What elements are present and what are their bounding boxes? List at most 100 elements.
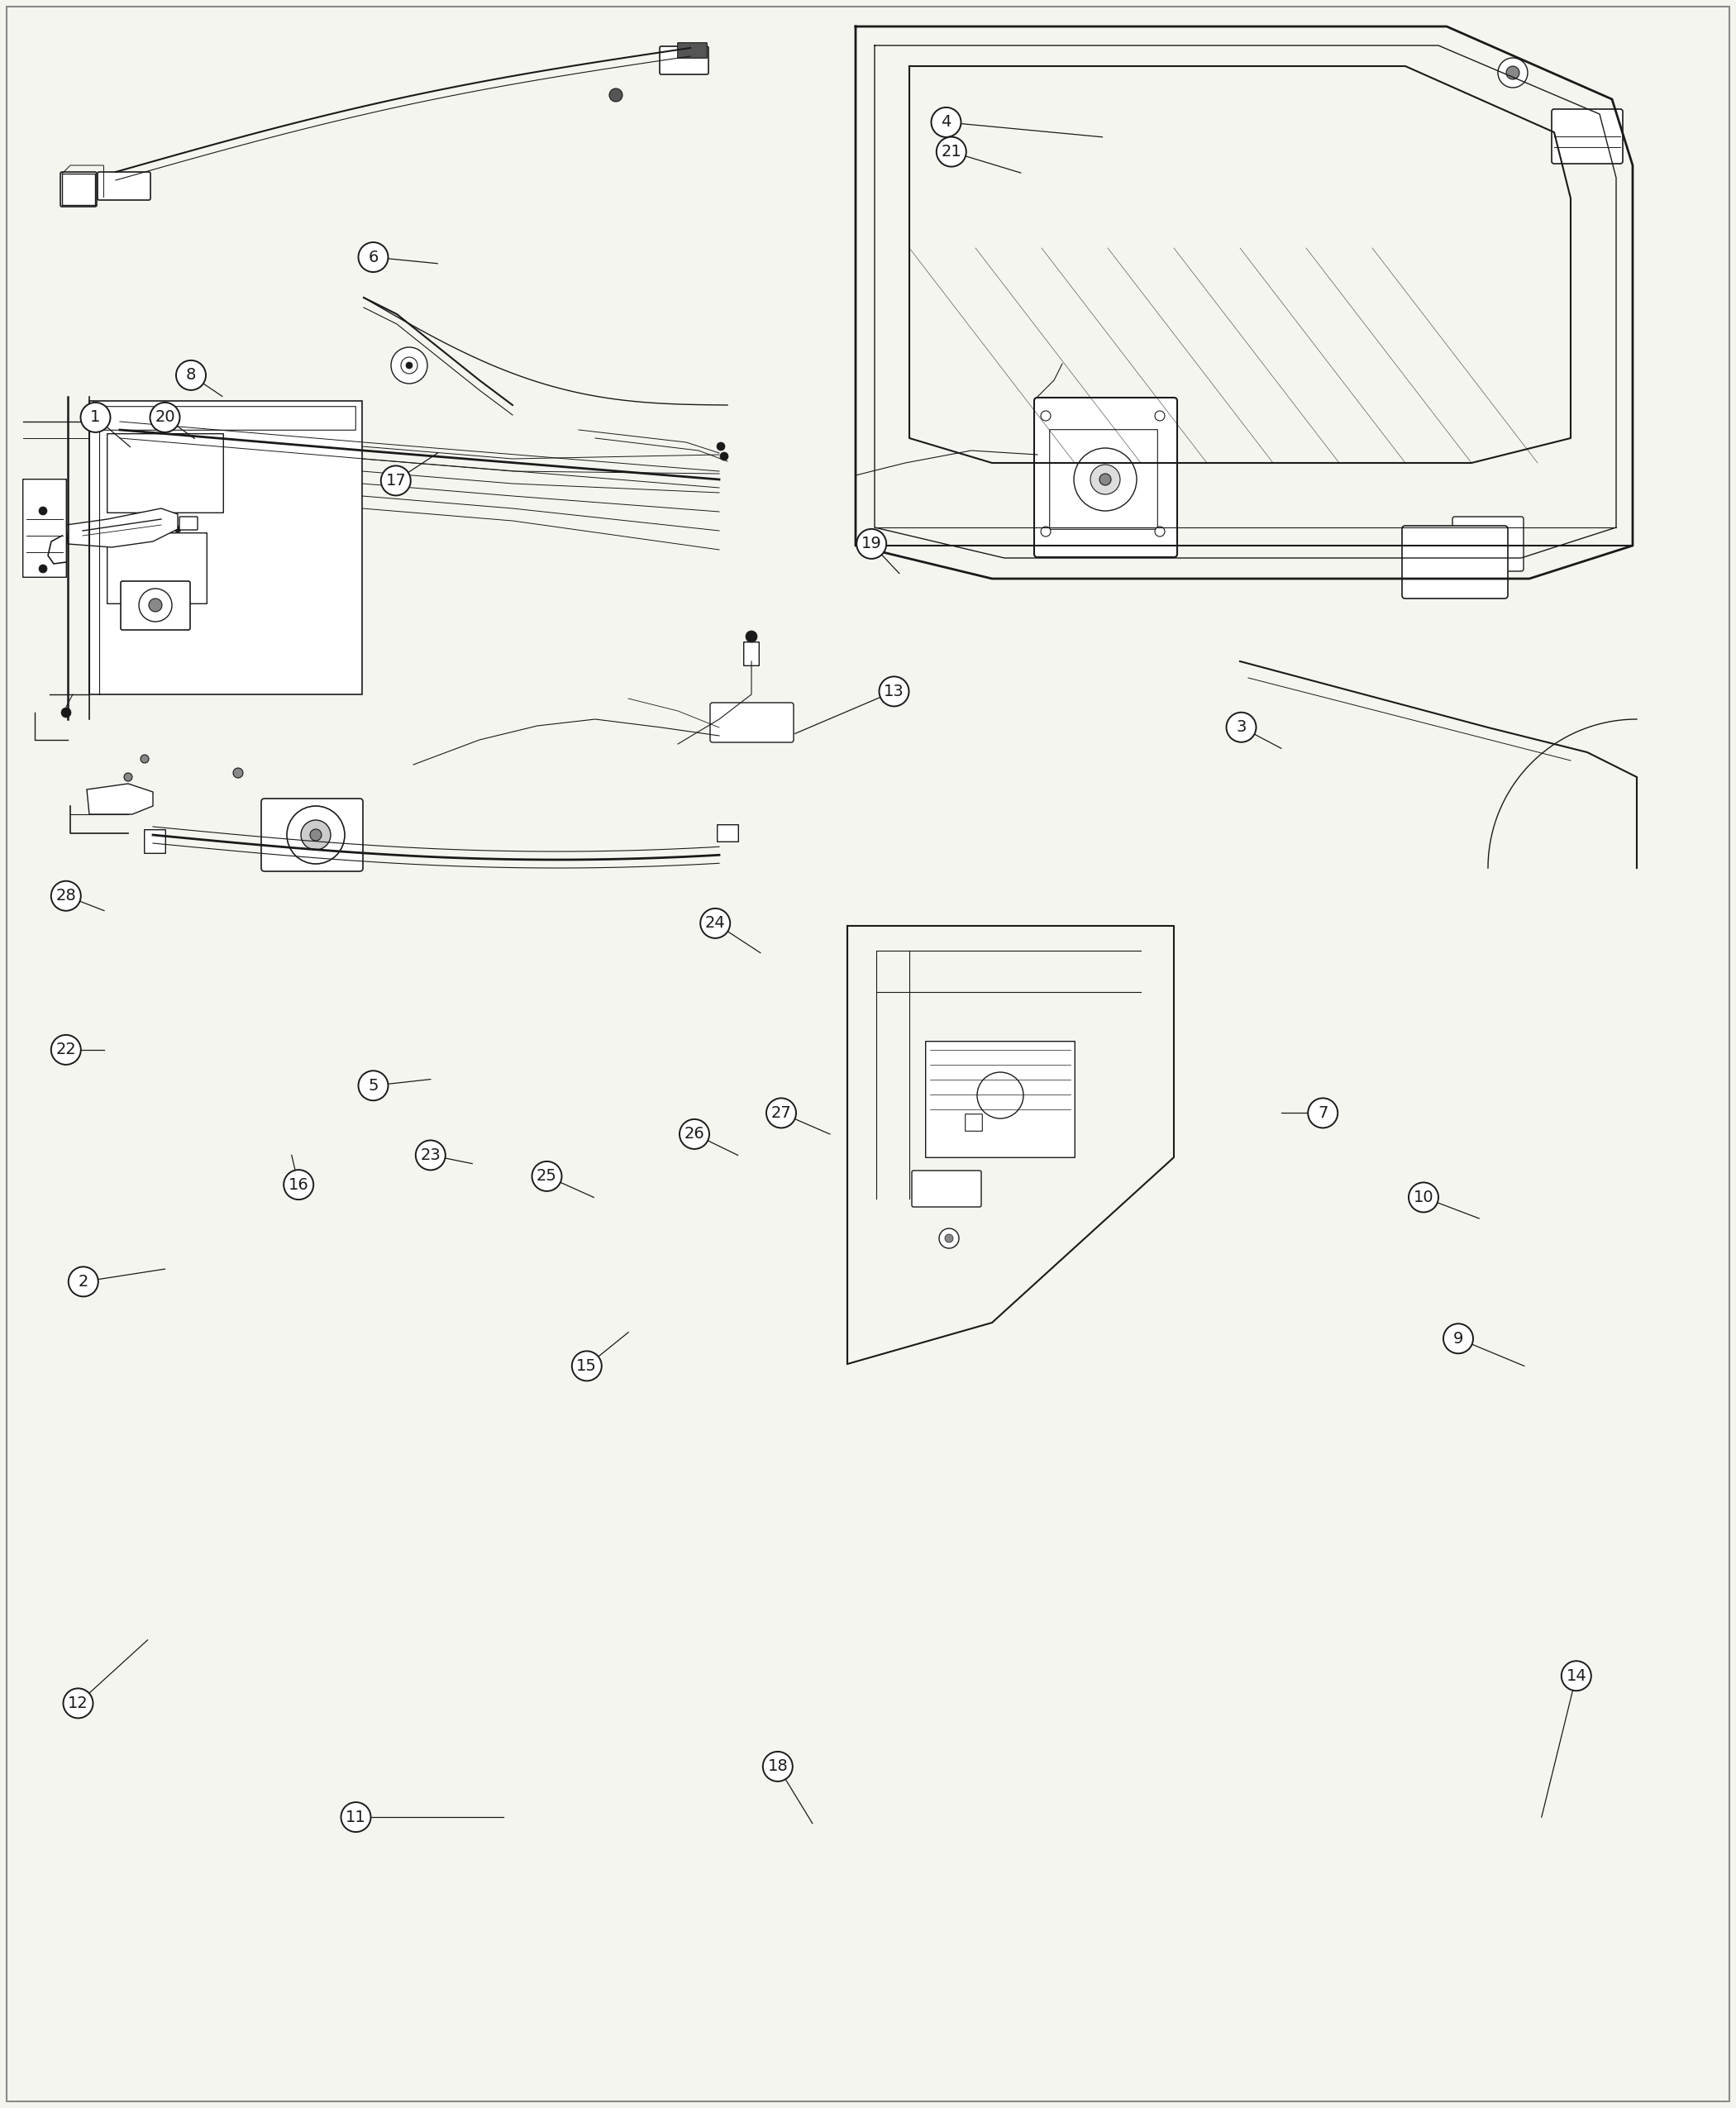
Circle shape xyxy=(1042,411,1050,422)
Text: 7: 7 xyxy=(1318,1105,1328,1121)
Circle shape xyxy=(609,89,623,101)
Text: 24: 24 xyxy=(705,915,726,932)
Circle shape xyxy=(531,1162,562,1191)
Text: 14: 14 xyxy=(1566,1667,1587,1684)
Circle shape xyxy=(233,767,243,778)
Circle shape xyxy=(311,828,321,841)
Circle shape xyxy=(1561,1661,1592,1691)
Circle shape xyxy=(61,708,71,717)
Circle shape xyxy=(1408,1183,1439,1212)
Circle shape xyxy=(300,820,330,850)
FancyBboxPatch shape xyxy=(61,173,97,207)
Text: 10: 10 xyxy=(1413,1189,1434,1206)
Circle shape xyxy=(283,1170,314,1199)
Circle shape xyxy=(38,565,47,573)
Circle shape xyxy=(174,525,181,533)
Circle shape xyxy=(123,774,132,782)
FancyBboxPatch shape xyxy=(260,799,363,871)
Circle shape xyxy=(977,1073,1024,1119)
Circle shape xyxy=(766,1098,797,1128)
Circle shape xyxy=(1090,464,1120,495)
FancyBboxPatch shape xyxy=(108,533,207,603)
Circle shape xyxy=(380,466,411,495)
Circle shape xyxy=(1042,527,1050,538)
Circle shape xyxy=(930,108,962,137)
Text: 9: 9 xyxy=(1453,1330,1463,1347)
Circle shape xyxy=(679,1119,710,1149)
Text: 4: 4 xyxy=(941,114,951,131)
Text: 8: 8 xyxy=(186,367,196,384)
Text: 16: 16 xyxy=(288,1176,309,1193)
FancyBboxPatch shape xyxy=(1453,516,1524,571)
FancyBboxPatch shape xyxy=(179,516,198,529)
Circle shape xyxy=(1307,1098,1338,1128)
Polygon shape xyxy=(87,784,153,814)
Circle shape xyxy=(878,677,910,706)
Circle shape xyxy=(939,1229,958,1248)
Text: 17: 17 xyxy=(385,472,406,489)
Circle shape xyxy=(1075,449,1137,510)
Circle shape xyxy=(175,360,207,390)
Circle shape xyxy=(125,525,132,533)
Circle shape xyxy=(1226,713,1257,742)
FancyBboxPatch shape xyxy=(677,42,707,59)
Text: 6: 6 xyxy=(368,249,378,266)
Circle shape xyxy=(50,1035,82,1065)
Circle shape xyxy=(1154,411,1165,422)
Circle shape xyxy=(1507,65,1519,80)
Text: 22: 22 xyxy=(56,1041,76,1058)
Circle shape xyxy=(1154,527,1165,538)
FancyBboxPatch shape xyxy=(122,582,191,630)
Circle shape xyxy=(406,363,413,369)
Circle shape xyxy=(38,506,47,514)
Text: 12: 12 xyxy=(68,1695,89,1712)
FancyBboxPatch shape xyxy=(108,434,224,512)
Circle shape xyxy=(340,1802,372,1832)
FancyBboxPatch shape xyxy=(95,407,356,430)
FancyBboxPatch shape xyxy=(710,702,793,742)
FancyBboxPatch shape xyxy=(1035,398,1177,557)
Circle shape xyxy=(149,403,181,432)
Circle shape xyxy=(746,630,757,643)
Text: 13: 13 xyxy=(884,683,904,700)
FancyBboxPatch shape xyxy=(743,643,759,666)
Circle shape xyxy=(68,1267,99,1296)
Circle shape xyxy=(391,348,427,384)
Text: 21: 21 xyxy=(941,143,962,160)
Circle shape xyxy=(149,599,161,611)
Text: 11: 11 xyxy=(345,1809,366,1826)
Circle shape xyxy=(358,242,389,272)
Text: 1: 1 xyxy=(90,409,101,426)
Circle shape xyxy=(141,755,149,763)
Circle shape xyxy=(717,443,726,451)
Circle shape xyxy=(1498,57,1528,89)
Circle shape xyxy=(571,1351,602,1381)
Text: 3: 3 xyxy=(1236,719,1246,736)
Text: 27: 27 xyxy=(771,1105,792,1121)
Circle shape xyxy=(62,1689,94,1718)
Circle shape xyxy=(139,588,172,622)
Circle shape xyxy=(936,137,967,167)
Circle shape xyxy=(401,356,417,373)
FancyBboxPatch shape xyxy=(1403,525,1509,599)
FancyBboxPatch shape xyxy=(144,831,165,854)
Circle shape xyxy=(80,403,111,432)
Circle shape xyxy=(856,529,887,559)
FancyBboxPatch shape xyxy=(1050,430,1158,529)
Circle shape xyxy=(1443,1324,1474,1353)
FancyBboxPatch shape xyxy=(911,1170,981,1208)
Circle shape xyxy=(358,1071,389,1100)
Circle shape xyxy=(141,525,148,533)
Circle shape xyxy=(700,909,731,938)
Text: 26: 26 xyxy=(684,1126,705,1143)
Text: 2: 2 xyxy=(78,1273,89,1290)
FancyBboxPatch shape xyxy=(97,173,151,200)
Circle shape xyxy=(1476,531,1500,557)
Text: 19: 19 xyxy=(861,535,882,552)
Text: 15: 15 xyxy=(576,1358,597,1374)
Polygon shape xyxy=(66,508,177,548)
Text: 25: 25 xyxy=(536,1168,557,1185)
Circle shape xyxy=(944,1233,953,1242)
FancyBboxPatch shape xyxy=(925,1041,1075,1157)
Circle shape xyxy=(1099,474,1111,485)
